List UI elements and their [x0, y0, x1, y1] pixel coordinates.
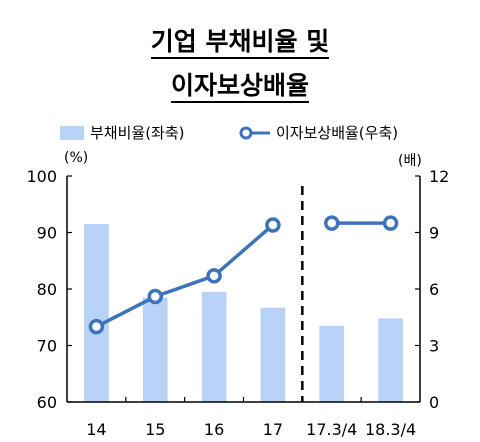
left-tick-label-1: 70 — [37, 337, 57, 356]
legend-item-bar: 부채비율(좌축) — [60, 122, 185, 143]
right-tick-label-0: 0 — [429, 393, 439, 412]
left-tick-label-4: 100 — [26, 167, 57, 186]
line-point-3 — [265, 217, 281, 233]
legend: 부채비율(좌축) 이자보상배율(우축) — [0, 122, 480, 146]
bar-2 — [201, 291, 227, 402]
right-tick-label-2: 6 — [429, 280, 439, 299]
line-point-1 — [147, 288, 163, 305]
left-tick-label-0: 60 — [37, 393, 57, 412]
bar-1 — [142, 297, 168, 402]
chart-title-line2: 이자보상배율 — [0, 66, 480, 103]
line-point-0 — [88, 318, 105, 335]
line-segment-0 — [95, 294, 157, 329]
legend-item-line: 이자보상배율(우축) — [238, 122, 398, 143]
left-tick-label-3: 90 — [37, 224, 57, 243]
left-tick-label-2: 80 — [37, 280, 57, 299]
right-tick-label-4: 12 — [429, 167, 449, 186]
bar-5 — [378, 318, 403, 402]
legend-line-swatch — [239, 126, 270, 139]
line-point-2 — [206, 268, 222, 284]
right-tick-label-3: 9 — [429, 224, 439, 243]
x-tick-label-3: 17 — [263, 420, 283, 439]
line-point-4 — [324, 215, 340, 231]
bar-4 — [319, 325, 345, 402]
x-tick-label-0: 14 — [86, 420, 106, 439]
x-tick-label-5: 18.3/4 — [365, 420, 416, 439]
right-axis-unit: (배) — [398, 153, 422, 169]
left-axis-unit: (%) — [64, 150, 89, 166]
x-tick-label-4: 17.3/4 — [306, 420, 357, 439]
line-segment-1 — [154, 274, 215, 299]
legend-line-label: 이자보상배율(우축) — [276, 124, 399, 142]
line-segment-2 — [212, 223, 275, 278]
bar-0 — [84, 224, 109, 402]
legend-bar-swatch — [60, 125, 84, 140]
right-tick-label-1: 3 — [429, 337, 439, 356]
line-point-5 — [382, 215, 399, 231]
bar-3 — [260, 307, 286, 402]
legend-bar-label: 부채비율(좌축) — [90, 124, 185, 142]
x-tick-label-1: 15 — [145, 420, 165, 439]
chart-title-line1: 기업 부채비율 및 — [0, 22, 480, 59]
x-tick-label-2: 16 — [204, 420, 224, 439]
